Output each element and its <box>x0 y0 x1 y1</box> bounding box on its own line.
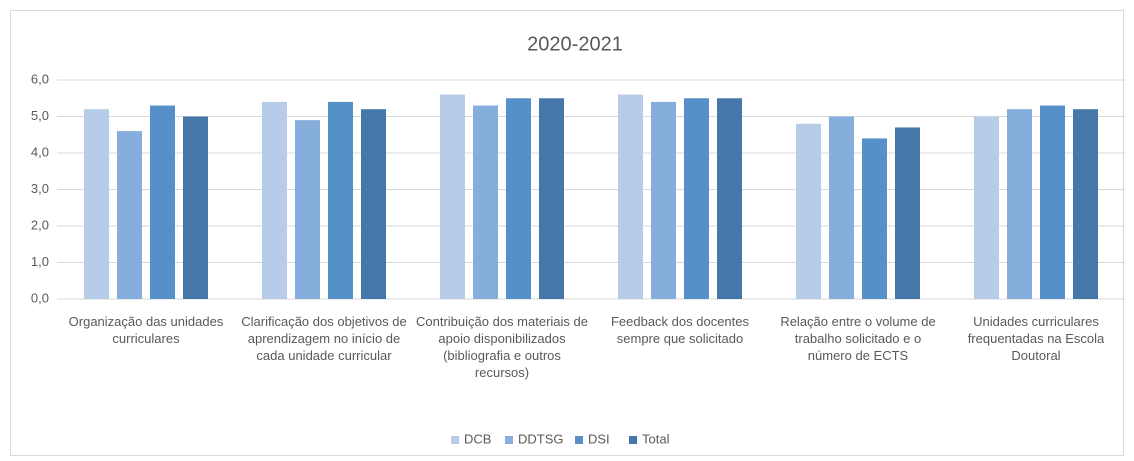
bar <box>150 105 175 299</box>
bar <box>84 109 109 299</box>
bar <box>183 116 208 299</box>
bar <box>1073 109 1098 299</box>
y-tick-label: 4,0 <box>31 144 49 159</box>
bar <box>473 105 498 299</box>
chart-title: 2020-2021 <box>527 33 623 55</box>
legend-label: DSI <box>588 431 610 446</box>
bar <box>862 138 887 299</box>
bar <box>1007 109 1032 299</box>
legend-swatch <box>505 436 513 444</box>
y-tick-label: 6,0 <box>31 71 49 86</box>
legend-swatch <box>451 436 459 444</box>
chart-frame <box>10 10 1124 456</box>
y-tick-label: 2,0 <box>31 217 49 232</box>
y-tick-label: 3,0 <box>31 181 49 196</box>
bar <box>717 98 742 299</box>
bar <box>361 109 386 299</box>
bar <box>829 116 854 299</box>
bar <box>618 94 643 299</box>
bar <box>974 116 999 299</box>
bar <box>440 94 465 299</box>
y-tick-label: 0,0 <box>31 290 49 305</box>
x-tick-label: Clarificação dos objetivos de aprendizag… <box>241 314 407 363</box>
bar <box>117 131 142 299</box>
bar <box>262 101 287 300</box>
bar <box>328 101 353 300</box>
bar <box>684 98 709 299</box>
bar <box>295 120 320 300</box>
legend-swatch <box>629 436 637 444</box>
bar <box>796 123 821 299</box>
bar <box>539 98 564 299</box>
bar <box>895 127 920 299</box>
x-tick-label: Contribuição dos materiais de apoio disp… <box>416 314 588 380</box>
y-tick-label: 1,0 <box>31 254 49 269</box>
legend-label: Total <box>642 431 670 446</box>
x-tick-label: Relação entre o volume de trabalho solic… <box>780 314 936 363</box>
legend-swatch <box>575 436 583 444</box>
x-tick-label: Feedback dos docentes sempre que solicit… <box>610 314 750 346</box>
bar <box>1040 105 1065 299</box>
x-tick-label: Organização das unidades curriculares <box>68 314 224 346</box>
bar <box>651 101 676 300</box>
legend-label: DDTSG <box>518 431 564 446</box>
bar <box>506 98 531 299</box>
x-tick-label: Unidades curriculares frequentadas na Es… <box>967 314 1105 363</box>
legend-label: DCB <box>464 431 491 446</box>
y-tick-label: 5,0 <box>31 108 49 123</box>
